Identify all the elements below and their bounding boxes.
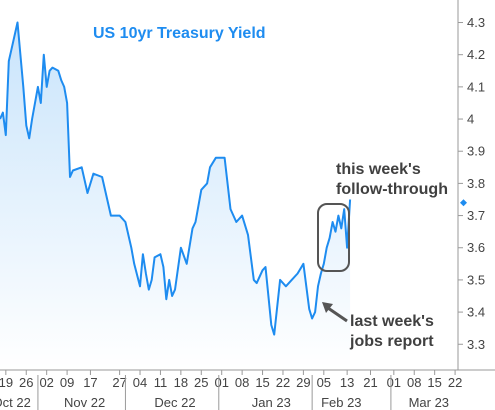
chart-title: US 10yr Treasury Yield xyxy=(93,25,266,42)
x-tick-label: 22 xyxy=(448,375,462,390)
x-tick-label: 18 xyxy=(174,375,188,390)
x-tick-label: 08 xyxy=(235,375,249,390)
month-label: Jan 23 xyxy=(252,395,291,410)
y-tick-label: 3.9 xyxy=(467,144,485,159)
y-tick-label: 4.2 xyxy=(467,47,485,62)
x-tick-label: 05 xyxy=(317,375,331,390)
x-tick-label: 09 xyxy=(60,375,74,390)
x-tick-label: 01 xyxy=(387,375,401,390)
line-layer xyxy=(0,21,352,336)
y-tick-label: 4.1 xyxy=(467,79,485,94)
annotation-this-week-line-1: this week's xyxy=(336,161,421,178)
jobs-report-arrow-head xyxy=(322,302,333,313)
x-tick-label: 02 xyxy=(39,375,53,390)
month-label: Nov 22 xyxy=(64,395,105,410)
x-tick-label: 11 xyxy=(154,375,168,390)
current-value-marker xyxy=(460,199,467,207)
y-tick-label: 3.5 xyxy=(467,272,485,287)
y-tick-label: 3.4 xyxy=(467,305,485,320)
x-tick-label: 15 xyxy=(255,375,269,390)
y-tick-label: 3.8 xyxy=(467,176,485,191)
month-label: Oct 22 xyxy=(0,395,31,410)
month-label: Mar 23 xyxy=(409,395,449,410)
annotation-this-week-line-2: follow-through xyxy=(336,181,448,198)
annotation-jobs-report-line-1: last week's xyxy=(350,313,434,330)
y-tick-label: 3.6 xyxy=(467,240,485,255)
series-area xyxy=(0,22,351,370)
x-tick-label: 25 xyxy=(194,375,208,390)
y-tick-label: 4 xyxy=(467,112,474,127)
series-line xyxy=(0,21,352,336)
x-tick-label: 15 xyxy=(427,375,441,390)
highlight-box xyxy=(317,203,350,272)
x-tick-label: 13 xyxy=(340,375,354,390)
x-tick-label: 21 xyxy=(363,375,377,390)
x-tick-label: 01 xyxy=(214,375,228,390)
jobs-report-arrow-shaft xyxy=(327,306,348,323)
y-tick-label: 3.3 xyxy=(467,337,485,352)
x-tick-label: 08 xyxy=(407,375,421,390)
area-layer xyxy=(0,22,351,370)
x-tick-label: 22 xyxy=(276,375,290,390)
y-tick-label: 3.7 xyxy=(467,208,485,223)
y-tick-label: 4.3 xyxy=(467,15,485,30)
annotation-jobs-report-line-2: jobs report xyxy=(349,333,434,350)
annotation-layer: this week's follow-through last week's jobs… xyxy=(317,161,448,350)
x-tick-label: 17 xyxy=(83,375,97,390)
month-label: Feb 23 xyxy=(321,395,361,410)
x-tick-label: 29 xyxy=(296,375,310,390)
x-tick-label: 26 xyxy=(19,375,33,390)
x-tick-label: 19 xyxy=(0,375,13,390)
x-tick-label: 04 xyxy=(133,375,147,390)
x-tick-label: 27 xyxy=(112,375,126,390)
month-label: Dec 22 xyxy=(154,395,195,410)
